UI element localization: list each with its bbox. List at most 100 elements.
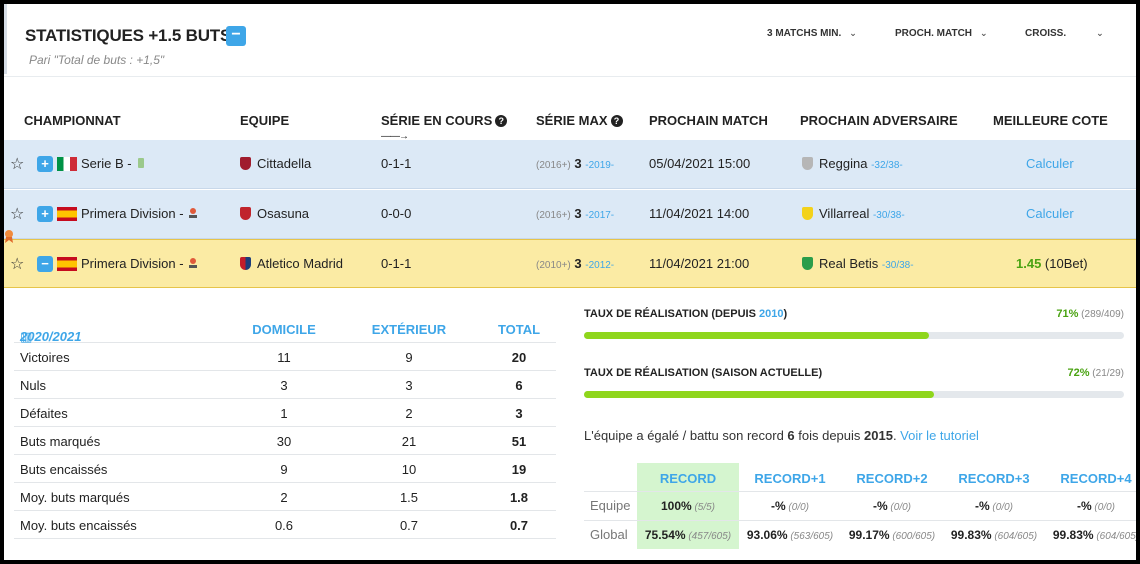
chart-icon: ▥ [20, 329, 33, 344]
calculer-link[interactable]: Calculer [1026, 156, 1074, 171]
stat-label: Buts encaissés [20, 462, 108, 477]
taux-label-text: TAUX DE RÉALISATION (SAISON ACTUELLE) [584, 367, 823, 379]
record-detail: (0/0) [989, 502, 1013, 513]
col-prochain-adversaire[interactable]: PROCHAIN ADVERSAIRE [800, 113, 958, 128]
taux-label-text: TAUX DE RÉALISATION (DEPUIS [584, 308, 759, 320]
help-icon[interactable]: ? [610, 115, 623, 127]
record-header: RECORD+2 [856, 471, 928, 486]
filter-order[interactable]: CROISS. ⌄ [1025, 28, 1104, 39]
club-crest-icon [240, 257, 251, 270]
note-text: L'équipe a égalé / battu son record [584, 428, 788, 443]
col-serie-en-cours[interactable]: SÉRIE EN COURS? [381, 113, 508, 128]
record-pct: 100% [660, 499, 692, 513]
filter-label: PROCH. MATCH [895, 28, 973, 39]
stats-header-row: ▥ 2020/2021 DOMICILE EXTÉRIEUR TOTAL [14, 315, 556, 344]
record-detail: (5/5) [691, 502, 716, 513]
stats-panel: STATISTIQUES +1.5 BUTS − Pari "Total de … [4, 4, 1136, 560]
expand-button[interactable]: + [37, 206, 53, 222]
star-icon[interactable]: ☆ [10, 156, 25, 173]
club-crest-icon [802, 157, 813, 170]
col-prochain-match[interactable]: PROCHAIN MATCH [649, 113, 768, 128]
league-label: Primera Division - [81, 206, 188, 221]
table-row[interactable]: ☆ + Serie B - Cittadella 0-1-1 (2016+) 3… [4, 140, 1136, 189]
collapse-button[interactable]: − [226, 26, 246, 46]
record-detail: (0/0) [1091, 502, 1115, 513]
note-count: 6 [787, 428, 795, 443]
filter-next-match[interactable]: PROCH. MATCH ⌄ [895, 28, 988, 39]
row-label-global: Global [590, 527, 628, 542]
col-championnat[interactable]: CHAMPIONNAT [24, 113, 121, 128]
best-odds[interactable]: 1.45 (10Bet) [1016, 256, 1088, 271]
stat-domicile: 0.6 [274, 518, 294, 533]
opponent[interactable]: Real Betis -30/38- [802, 256, 914, 271]
team-name[interactable]: Cittadella [240, 156, 311, 171]
stats-row: Nuls 3 3 6 [14, 371, 556, 399]
record-detail: (0/0) [785, 502, 809, 513]
taux-label: TAUX DE RÉALISATION (DEPUIS 2010) [584, 308, 787, 320]
stat-label: Nuls [20, 378, 47, 393]
max-year: -2017- [585, 210, 615, 221]
panel-header: STATISTIQUES +1.5 BUTS − Pari "Total de … [4, 4, 1136, 74]
serie-max: (2010+) 3 -2012- [536, 256, 614, 271]
taux-pct: 72% [1067, 367, 1090, 379]
record-note: L'équipe a égalé / battu son record 6 fo… [584, 428, 979, 443]
stat-total: 20 [511, 350, 527, 365]
stats-row: Défaites 1 2 3 [14, 399, 556, 427]
chevron-down-icon: ⌄ [1096, 28, 1104, 38]
record-pct: 99.83% [1052, 528, 1094, 542]
record-value-global: 99.17% (600/605) [841, 528, 943, 542]
col-meilleure-cote[interactable]: MEILLEURE COTE [993, 113, 1108, 128]
table-row[interactable]: ☆ + Primera Division - Osasuna 0-0-0 (20… [4, 190, 1136, 239]
record-highlight [637, 463, 739, 549]
star-icon[interactable]: ☆ [10, 206, 25, 223]
help-icon[interactable]: ? [495, 115, 508, 127]
match-date: 11/04/2021 14:00 [649, 206, 750, 221]
stat-label: Moy. buts encaissés [20, 518, 137, 533]
max-value: 3 [574, 256, 582, 271]
stat-domicile: 1 [280, 406, 288, 421]
table-row-selected[interactable]: ☆ − Primera Division - Atletico Madrid 0… [4, 239, 1136, 288]
record-header: RECORD [659, 471, 717, 486]
stat-label: Moy. buts marqués [20, 490, 130, 505]
odds-value: 1.45 [1016, 256, 1042, 271]
record-value-equipe: -% (0/0) [943, 499, 1045, 513]
ribbon-badge-icon [5, 230, 13, 243]
col-equipe[interactable]: EQUIPE [240, 113, 290, 128]
col-serie-max[interactable]: SÉRIE MAX? [536, 113, 623, 128]
page-title: STATISTIQUES +1.5 BUTS [25, 26, 232, 45]
divider [584, 520, 1136, 521]
star-icon[interactable]: ☆ [10, 256, 25, 273]
record-value-equipe: 100% (5/5) [637, 499, 739, 513]
collapse-row-button[interactable]: − [37, 256, 53, 272]
stat-total: 3 [515, 406, 523, 421]
max-value: 3 [574, 206, 582, 221]
max-year: -2012- [585, 260, 615, 271]
stat-exterieur: 10 [401, 462, 417, 477]
club-crest-icon [802, 257, 813, 270]
laliga-logo-icon [189, 258, 198, 268]
filter-label: CROISS. [1025, 28, 1067, 39]
opponent[interactable]: Villarreal -30/38- [802, 206, 905, 221]
taux-progress-bar [584, 391, 1124, 398]
stat-total: 51 [511, 434, 527, 449]
stat-label: Défaites [20, 406, 68, 421]
stat-exterieur: 2 [405, 406, 413, 421]
club-crest-icon [240, 157, 251, 170]
stat-exterieur: 0.7 [399, 518, 419, 533]
tutorial-link[interactable]: Voir le tutoriel [900, 428, 979, 443]
expand-button[interactable]: + [37, 156, 53, 172]
record-pct: -% [1076, 499, 1092, 513]
stats-row: Moy. buts marqués 2 1.5 1.8 [14, 483, 556, 511]
team-label: Cittadella [257, 156, 312, 171]
match-date: 05/04/2021 15:00 [649, 156, 751, 171]
record-pct: -% [974, 499, 990, 513]
record-pct: 93.06% [746, 528, 788, 542]
filter-label: 3 MATCHS MIN. [767, 28, 842, 39]
league-name: Primera Division - [81, 206, 199, 221]
filter-min-matches[interactable]: 3 MATCHS MIN. ⌄ [767, 28, 857, 39]
team-name[interactable]: Atletico Madrid [240, 256, 343, 271]
team-name[interactable]: Osasuna [240, 206, 309, 221]
opponent[interactable]: Reggina -32/38- [802, 156, 903, 171]
calculer-link[interactable]: Calculer [1026, 206, 1074, 221]
chevron-down-icon: ⌄ [980, 28, 988, 38]
